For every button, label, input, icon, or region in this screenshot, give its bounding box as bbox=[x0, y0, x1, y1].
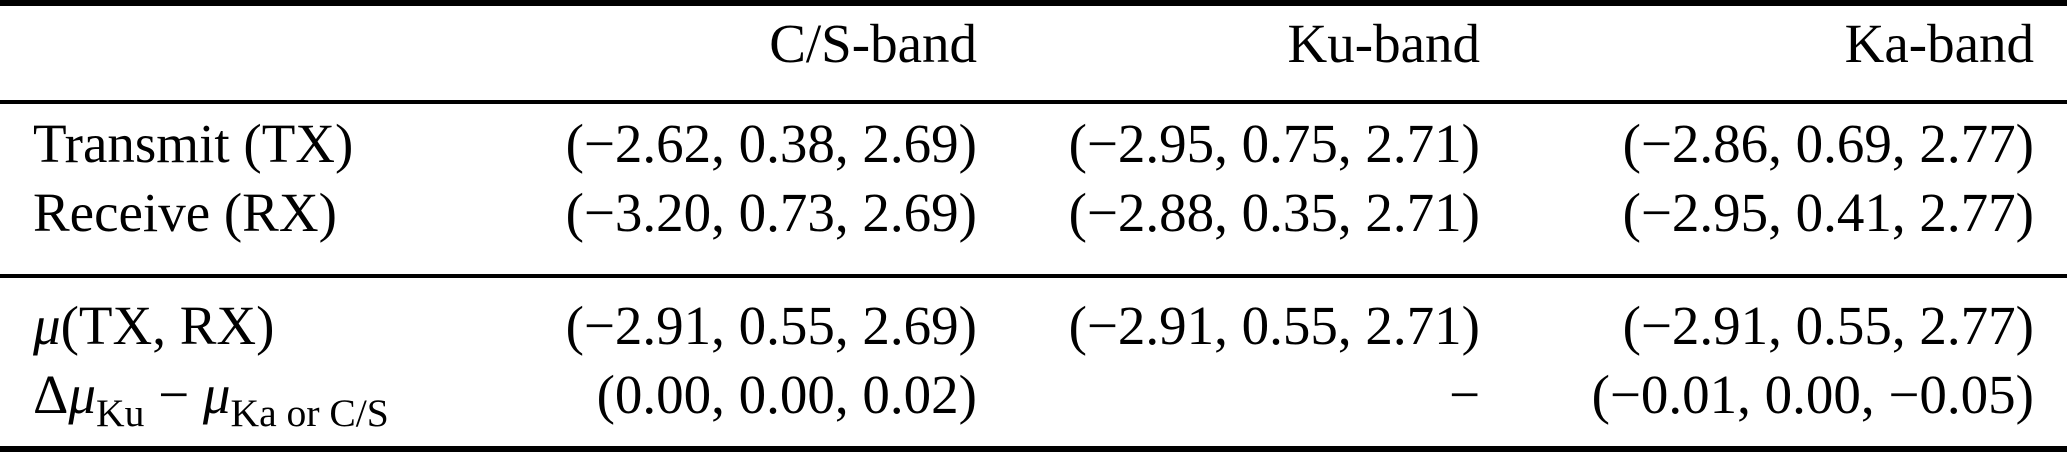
column-header-ku-band: Ku-band bbox=[1287, 13, 1480, 74]
label-text: μ bbox=[33, 295, 61, 356]
table-section-antennas: Transmit (TX) (−2.62, 0.38, 2.69) (−2.95, … bbox=[0, 102, 2067, 276]
label-text: Δ bbox=[33, 364, 69, 425]
table-row: Transmit (TX) (−2.62, 0.38, 2.69) (−2.95, … bbox=[0, 102, 2067, 178]
table-row: ΔμKu − μKa or C/S (0.00, 0.00, 0.02) − (−0.… bbox=[0, 360, 2067, 449]
value-cell: (−2.86, 0.69, 2.77) bbox=[1622, 113, 2034, 174]
corner-cell bbox=[0, 3, 460, 102]
row-label: μ(TX, RX) bbox=[0, 276, 460, 360]
table-header: C/S-band Ku-band Ka-band bbox=[0, 3, 2067, 102]
label-text: − bbox=[144, 364, 203, 425]
column-header-ka-band: Ka-band bbox=[1844, 13, 2034, 74]
label-text: μ bbox=[68, 364, 96, 425]
table-row: μ(TX, RX) (−2.91, 0.55, 2.69) (−2.91, 0.55… bbox=[0, 276, 2067, 360]
value-cell: (−2.62, 0.38, 2.69) bbox=[565, 113, 977, 174]
label-text: μ bbox=[202, 364, 231, 425]
label-text: Transmit (TX) bbox=[33, 113, 354, 174]
value-cell: (−2.91, 0.55, 2.69) bbox=[565, 295, 977, 356]
value-cell: (−3.20, 0.73, 2.69) bbox=[565, 182, 977, 243]
value-cell: (−2.88, 0.35, 2.71) bbox=[1068, 182, 1480, 243]
row-label: Transmit (TX) bbox=[0, 102, 460, 178]
value-cell: (−2.91, 0.55, 2.77) bbox=[1622, 295, 2034, 356]
table-row: Receive (RX) (−3.20, 0.73, 2.69) (−2.88, 0… bbox=[0, 178, 2067, 276]
value-cell: (−2.95, 0.41, 2.77) bbox=[1622, 182, 2034, 243]
row-label: Receive (RX) bbox=[0, 178, 460, 276]
table-section-statistics: μ(TX, RX) (−2.91, 0.55, 2.69) (−2.91, 0.55… bbox=[0, 276, 2067, 449]
row-label: ΔμKu − μKa or C/S bbox=[0, 360, 460, 449]
value-cell: (−0.01, 0.00, −0.05) bbox=[1591, 364, 2034, 425]
value-cell: − bbox=[1448, 364, 1480, 425]
label-text: Receive (RX) bbox=[33, 182, 337, 243]
value-cell: (−2.91, 0.55, 2.71) bbox=[1068, 295, 1480, 356]
value-cell: (0.00, 0.00, 0.02) bbox=[596, 364, 977, 425]
label-subscript: Ka or C/S bbox=[230, 390, 389, 435]
label-subscript: Ku bbox=[95, 390, 145, 435]
header-row: C/S-band Ku-band Ka-band bbox=[0, 3, 2067, 102]
label-text: (TX, RX) bbox=[60, 295, 275, 356]
value-cell: (−2.95, 0.75, 2.71) bbox=[1068, 113, 1480, 174]
column-header-c-s-band: C/S-band bbox=[769, 13, 977, 74]
